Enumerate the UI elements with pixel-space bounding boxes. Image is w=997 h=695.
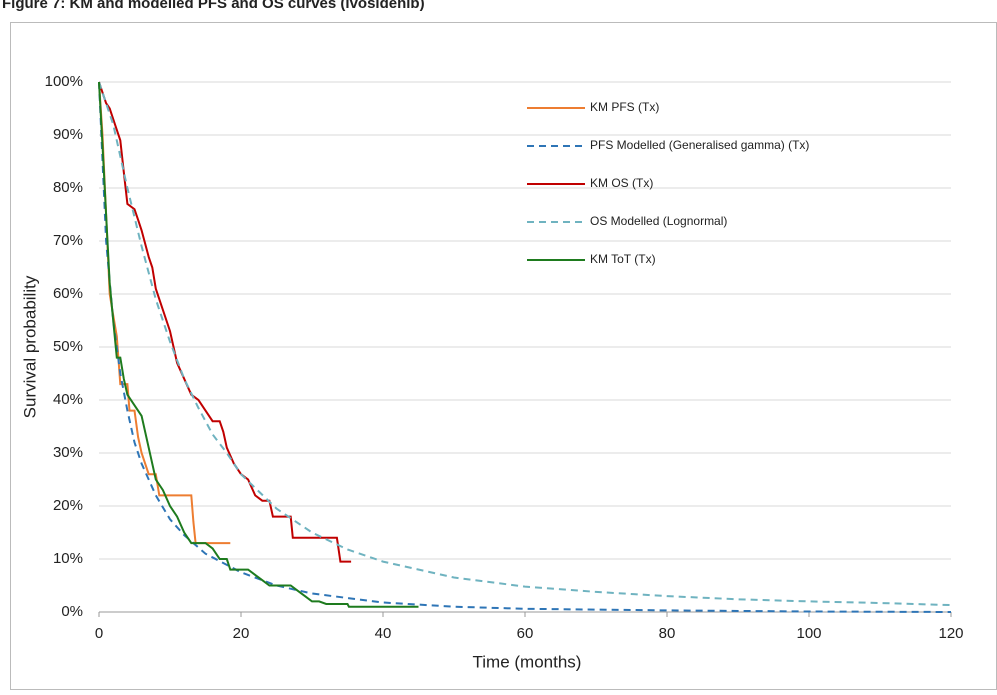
x-tick-label: 40 (375, 625, 392, 642)
x-tick-label: 60 (517, 625, 534, 642)
y-tick-label: 90% (53, 126, 83, 143)
y-tick-label: 70% (53, 232, 83, 249)
x-tick-label: 120 (938, 625, 963, 642)
y-axis-label: Survival probability (20, 275, 39, 418)
chart-frame (10, 22, 997, 690)
series-line (98, 81, 952, 607)
x-tick-label: 80 (659, 625, 676, 642)
legend-label: KM ToT (Tx) (590, 252, 656, 266)
chart-title: Figure 7: KM and modelled PFS and OS cur… (2, 0, 425, 12)
y-tick-label: 40% (53, 391, 83, 408)
y-tick-label: 100% (45, 73, 83, 90)
y-tick-label: 30% (53, 444, 83, 461)
y-tick-label: 20% (53, 497, 83, 514)
x-tick-label: 100 (796, 625, 821, 642)
y-tick-label: 80% (53, 179, 83, 196)
y-tick-label: 0% (61, 603, 83, 620)
y-tick-label: 50% (53, 338, 83, 355)
y-tick-label: 10% (53, 550, 83, 567)
x-tick-label: 20 (233, 625, 250, 642)
series-line (98, 81, 952, 613)
x-axis-label: Time (months) (473, 652, 582, 671)
series-line (98, 81, 419, 608)
y-tick-label: 60% (53, 285, 83, 302)
legend-label: KM PFS (Tx) (590, 100, 659, 114)
legend-label: KM OS (Tx) (590, 176, 653, 190)
legend-label: PFS Modelled (Generalised gamma) (Tx) (590, 138, 809, 152)
x-tick-label: 0 (95, 625, 103, 642)
legend-label: OS Modelled (Lognormal) (590, 214, 727, 228)
